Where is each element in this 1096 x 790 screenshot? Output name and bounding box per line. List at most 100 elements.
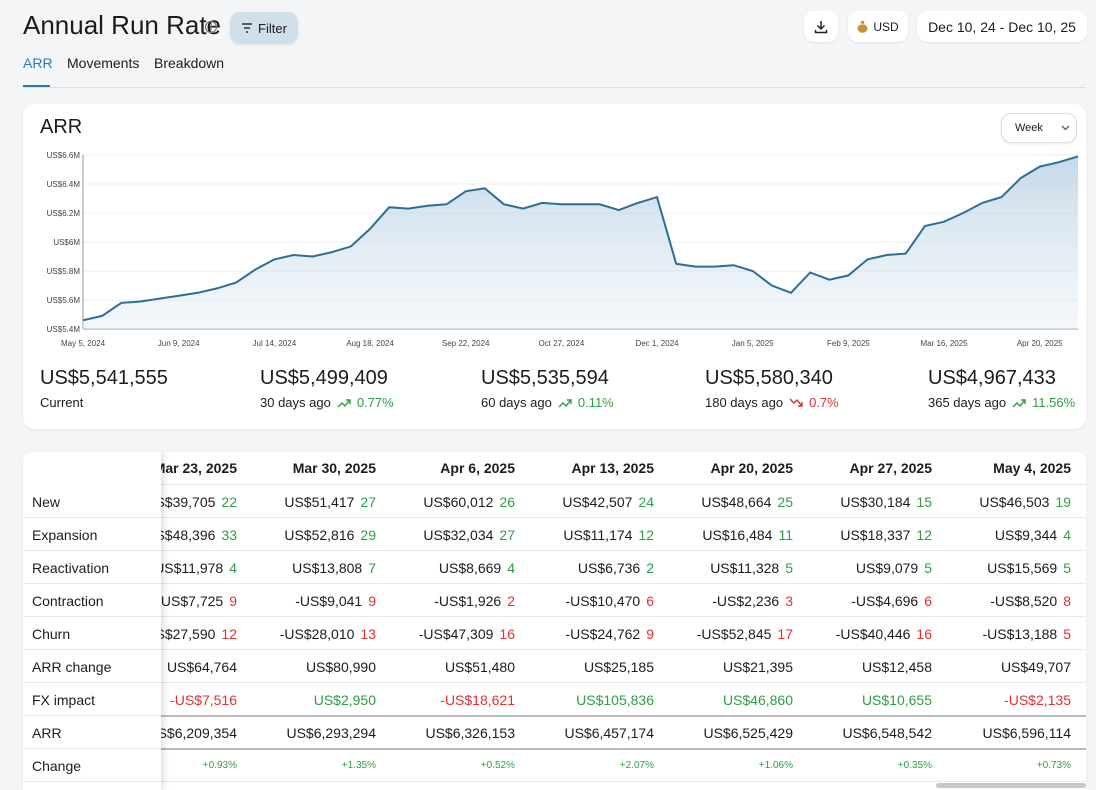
cell-value: US$49,707: [1000, 658, 1071, 675]
cell-count: 24: [638, 493, 654, 510]
chevron: [1061, 125, 1070, 131]
cell-count: 9: [368, 592, 376, 609]
interval-select[interactable]: Week: [1001, 113, 1077, 143]
stat-value: US$5,541,555: [40, 367, 168, 389]
cell: -US$13,188 5: [938, 617, 1077, 650]
x-tick-label: May 5, 2024: [61, 339, 106, 348]
cell: US$9,079 5: [799, 551, 938, 584]
row-label: Expansion: [32, 526, 98, 543]
scrollbar[interactable]: [936, 783, 1086, 788]
cell-count: 5: [785, 559, 793, 576]
cell: -US$18,621: [382, 683, 521, 716]
cell: US$11,978 4: [104, 551, 243, 584]
cell-amount: US$39,705: [145, 493, 216, 510]
tab[interactable]: Breakdown: [154, 55, 225, 71]
cell-value: US$6,326,153: [425, 724, 515, 741]
cell-value: US$6,548,542: [842, 724, 932, 741]
cell: -US$4,696 6: [799, 584, 938, 617]
header-divider: [23, 484, 1086, 485]
cell-amount: US$6,736: [577, 559, 641, 576]
cell-amount: -US$9,041: [295, 592, 363, 609]
tab[interactable]: ARR: [23, 55, 53, 71]
cell-amount: US$16,484: [702, 526, 773, 543]
x-tick-label: Jul 14, 2024: [253, 339, 297, 348]
cell: US$13,808 7: [243, 551, 382, 584]
row-label: Reactivation: [32, 559, 110, 576]
cell-count: 4: [1063, 526, 1071, 543]
label-divider: [23, 715, 161, 716]
cell-amount: US$11,328: [710, 559, 780, 576]
cell: US$9,344 4: [938, 518, 1077, 551]
cell-count: 9: [646, 625, 654, 642]
cell: US$25,185: [521, 650, 660, 683]
currency-label: USD: [873, 19, 899, 34]
info-icon[interactable]: [204, 20, 218, 34]
y-tick-label: US$6.2M: [47, 209, 81, 218]
cell: US$6,736 2: [521, 551, 660, 584]
download-button[interactable]: [804, 11, 838, 42]
cell-value: US$10,655: [861, 691, 932, 708]
cell: US$46,503 19: [938, 485, 1077, 518]
cell: US$11,174 12: [521, 518, 660, 551]
trend-icon: [1012, 398, 1026, 407]
cell: -US$2,135: [938, 683, 1077, 716]
x-tick-label: Feb 9, 2025: [827, 339, 870, 348]
stat-value: US$4,967,433: [928, 367, 1056, 389]
label-divider: [23, 649, 161, 650]
date-range-button[interactable]: Dec 10, 24 - Dec 10, 25: [917, 11, 1087, 42]
cell-value: +0.93%: [202, 760, 237, 771]
cell-count: 25: [777, 493, 793, 510]
row-label: Change: [32, 757, 82, 774]
stat-label: Current: [40, 395, 84, 410]
filter-button[interactable]: Filter: [230, 12, 298, 44]
cell: US$52,816 29: [243, 518, 382, 551]
cell-amount: US$15,569: [987, 559, 1058, 576]
label-divider: [23, 517, 161, 518]
cell-count: 2: [507, 592, 515, 609]
cell-amount: -US$24,762: [565, 625, 641, 642]
cell-value: -US$7,516: [170, 691, 237, 708]
cell: -US$47,309 16: [382, 617, 521, 650]
currency-button[interactable]: USD: [848, 11, 908, 42]
row-divider: [23, 583, 1086, 584]
stat-row: 180 days ago 0.7%: [705, 395, 839, 410]
cell: US$6,293,294: [243, 716, 382, 749]
cell-amount: US$51,417: [284, 493, 355, 510]
cell: US$49,707: [938, 650, 1077, 683]
row-label: New: [32, 493, 61, 510]
x-tick-label: Dec 1, 2024: [635, 339, 679, 348]
cell-amount: -US$52,845: [696, 625, 772, 642]
trend-icon: [558, 398, 572, 407]
cell: US$39,705 22: [104, 485, 243, 518]
cell-amount: -US$4,696: [851, 592, 919, 609]
stat-change: 11.56%: [1032, 395, 1076, 410]
cell: -US$7,516: [104, 683, 243, 716]
cell-count: 17: [777, 625, 793, 642]
cell-count: 4: [507, 559, 515, 576]
cell: -US$40,446 16: [799, 617, 938, 650]
cell-count: 5: [1063, 625, 1071, 642]
cell-amount: US$18,337: [840, 526, 911, 543]
cell: US$2,950: [243, 683, 382, 716]
cell-value: US$6,457,174: [564, 724, 654, 741]
cell-amount: -US$1,926: [434, 592, 502, 609]
cell-amount: -US$47,309: [418, 625, 494, 642]
tab[interactable]: Movements: [67, 55, 140, 71]
cell-value: US$21,395: [722, 658, 793, 675]
cell: US$6,326,153: [382, 716, 521, 749]
cell: -US$2,236 3: [660, 584, 799, 617]
cell-value: US$105,836: [576, 691, 654, 708]
row-divider: [23, 781, 1086, 782]
cell: US$8,669 4: [382, 551, 521, 584]
cell: US$42,507 24: [521, 485, 660, 518]
trend-arrow: [1012, 398, 1026, 407]
cell: US$12,458: [799, 650, 938, 683]
cell-count: 8: [1063, 592, 1071, 609]
cell: US$10,655: [799, 683, 938, 716]
cell-value: US$6,596,114: [982, 724, 1071, 741]
cell-count: 12: [221, 625, 237, 642]
cell: -US$8,520 8: [938, 584, 1077, 617]
column-header: Apr 13, 2025: [571, 460, 655, 476]
row-divider: [23, 616, 1086, 617]
